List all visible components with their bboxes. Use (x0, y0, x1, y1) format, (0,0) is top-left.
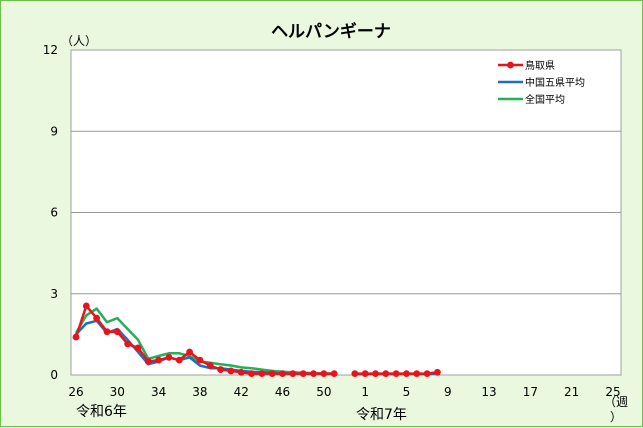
data-point (392, 370, 400, 378)
data-point (279, 370, 286, 378)
x-tick-label: 34 (151, 385, 166, 399)
data-point (351, 370, 359, 378)
data-point (134, 344, 142, 352)
data-point (113, 328, 121, 336)
x-tick-label: 46 (275, 385, 290, 399)
data-point (310, 370, 317, 378)
data-point (103, 328, 111, 336)
data-point (124, 340, 132, 348)
y-axis-unit: （人） (61, 34, 97, 48)
data-point (196, 356, 204, 364)
x-axis-unit-line2: ） (610, 410, 622, 424)
legend-label: 中国五県平均 (525, 76, 585, 89)
x-tick-label: 26 (68, 385, 83, 399)
x-tick-label: 1 (361, 385, 369, 399)
data-point (155, 356, 163, 364)
era-label-r6: 令和6年 (76, 404, 127, 420)
data-point (320, 370, 328, 378)
data-point (217, 366, 224, 373)
legend-label: 鳥取県 (525, 59, 555, 72)
data-point (289, 370, 297, 378)
data-point (186, 348, 193, 356)
x-tick-label: 50 (316, 385, 331, 399)
y-tick-label: 9 (50, 124, 58, 138)
y-ticks: 0 3 6 9 12 (43, 43, 58, 382)
y-tick-label: 12 (43, 43, 58, 57)
data-point (237, 368, 245, 376)
x-tick-label: 17 (523, 385, 538, 399)
grid (71, 130, 621, 295)
x-tick-label: 25 (605, 385, 620, 399)
y-tick-label: 0 (50, 368, 58, 382)
x-tick-label: 30 (110, 385, 125, 399)
data-point (82, 302, 90, 310)
data-point (227, 367, 235, 375)
data-point (372, 370, 379, 378)
data-point (423, 370, 431, 378)
x-tick-label: 42 (234, 385, 249, 399)
series-layer (72, 302, 441, 378)
x-tick-label: 13 (481, 385, 496, 399)
data-point (258, 370, 266, 378)
data-point (299, 370, 307, 378)
data-point (268, 370, 276, 378)
data-point (206, 362, 214, 369)
data-point (72, 333, 80, 341)
legend-label: 全国平均 (525, 93, 565, 106)
data-point (434, 368, 441, 376)
data-point (403, 370, 410, 378)
x-axis-unit-line1: （週 (604, 395, 628, 409)
x-tick-label: 9 (444, 385, 452, 399)
y-tick-label: 6 (50, 206, 58, 220)
data-point (361, 370, 369, 378)
legend-marker (507, 61, 514, 69)
era-label-r7: 令和7年 (356, 407, 407, 423)
data-point (248, 370, 255, 378)
data-point (93, 314, 101, 322)
data-point (330, 370, 338, 378)
data-point (175, 356, 183, 364)
x-ticks: 26 30 34 38 42 46 50 1 5 9 13 17 21 25 (68, 385, 620, 399)
chart-title: ヘルパンギーナ (271, 22, 391, 42)
data-point (382, 370, 390, 378)
data-point (165, 353, 173, 361)
x-tick-label: 5 (403, 385, 411, 399)
data-point (413, 370, 421, 378)
x-tick-label: 21 (564, 385, 579, 399)
y-tick-label: 3 (50, 287, 58, 301)
data-point (144, 358, 152, 365)
x-tick-label: 38 (192, 385, 207, 399)
